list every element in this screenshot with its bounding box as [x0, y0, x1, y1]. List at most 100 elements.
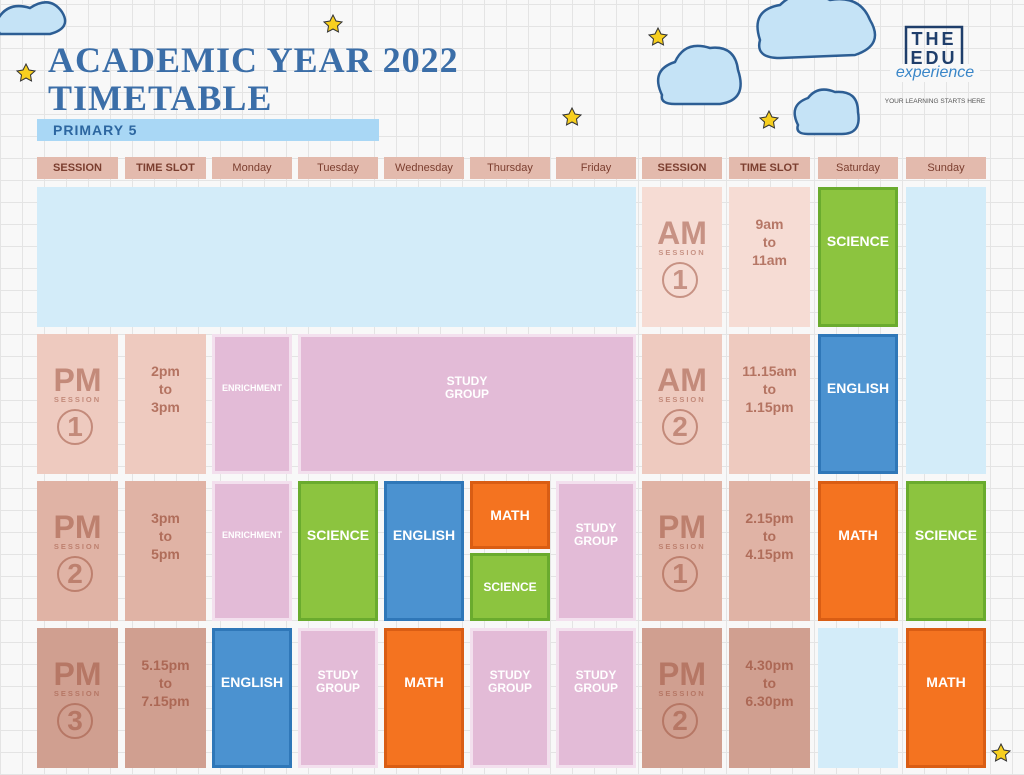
session-label: PM [53, 656, 102, 692]
session-number: 3 [57, 703, 93, 739]
class-cell: STUDY GROUP [298, 334, 636, 474]
class-name: STUDY GROUP [315, 667, 360, 695]
header-text: Sunday [927, 162, 965, 174]
column-header: TIME SLOT [729, 157, 810, 179]
session-word: SESSION [53, 689, 102, 698]
session-label: PM [658, 656, 706, 692]
header-text: Thursday [487, 162, 533, 174]
session-cell: PM SESSION 2 [37, 481, 118, 621]
session-cell: PM SESSION 2 [642, 628, 722, 768]
time-cell: 9am to 11am [729, 187, 810, 327]
session-word: SESSION [53, 542, 102, 551]
class-name: ENGLISH [826, 379, 890, 396]
session-word: SESSION [658, 689, 706, 698]
header-text: Monday [232, 162, 272, 174]
session-number: 2 [662, 409, 698, 445]
column-header: TIME SLOT [125, 157, 206, 179]
time-text: 3pm [151, 399, 180, 415]
class-cell: ENRICHMENT [212, 481, 292, 621]
class-cell: MATH [470, 481, 550, 549]
header-text: TIME SLOT [136, 162, 195, 174]
class-name: SCIENCE [306, 526, 370, 543]
time-text: 7.15pm [141, 693, 190, 709]
session-number: 1 [57, 409, 93, 445]
time-text: 5pm [151, 546, 180, 562]
session-cell: AM SESSION 2 [642, 334, 722, 474]
time-cell: 11.15am to 1.15pm [729, 334, 810, 474]
header-text: SESSION [657, 162, 707, 174]
header-text: Wednesday [395, 162, 453, 174]
time-text: 11am [751, 252, 788, 268]
time-text: 4.30pm [745, 657, 794, 673]
time-text: to [158, 528, 173, 544]
class-name: STUDY GROUP [444, 373, 489, 401]
header-text: Tuesday [317, 162, 359, 174]
session-label: AM [657, 215, 707, 251]
time-text: to [762, 528, 777, 544]
logo-text: THE [911, 29, 957, 49]
class-name: MATH [926, 673, 966, 690]
class-name: STUDY GROUP [573, 520, 618, 548]
time-text: to [158, 381, 173, 397]
logo-text: EDU [910, 48, 958, 68]
empty-block [37, 187, 636, 327]
class-cell: MATH [906, 628, 986, 768]
time-cell: 2pm to 3pm [125, 334, 206, 474]
class-name: STUDY GROUP [487, 667, 532, 695]
time-cell: 5.15pm to 7.15pm [125, 628, 206, 768]
time-text: 2.15pm [745, 510, 794, 526]
class-name: ENGLISH [220, 673, 284, 690]
class-cell: SCIENCE [818, 187, 898, 327]
class-cell: MATH [384, 628, 464, 768]
empty-block [818, 628, 898, 768]
time-text: to [762, 675, 777, 691]
column-header: Sunday [906, 157, 986, 179]
session-label: AM [657, 362, 707, 398]
session-number: 1 [662, 556, 698, 592]
class-cell: SCIENCE [298, 481, 378, 621]
title-line: TIMETABLE [48, 78, 273, 118]
column-header: Tuesday [298, 157, 378, 179]
header-text: Saturday [835, 162, 881, 174]
time-text: to [762, 234, 777, 250]
session-label: PM [658, 509, 706, 545]
class-name: SCIENCE [483, 580, 537, 594]
class-cell: ENRICHMENT [212, 334, 292, 474]
session-number: 2 [662, 703, 698, 739]
session-label: PM [53, 362, 102, 398]
header-text: Friday [580, 162, 612, 174]
session-cell: AM SESSION 1 [642, 187, 722, 327]
class-name: ENRICHMENT [222, 382, 282, 393]
class-name: STUDY GROUP [573, 667, 618, 695]
session-number: 2 [57, 556, 93, 592]
class-cell: MATH [818, 481, 898, 621]
column-header: Monday [212, 157, 292, 179]
column-header: Wednesday [384, 157, 464, 179]
class-cell: ENGLISH [818, 334, 898, 474]
column-header: SESSION [642, 157, 722, 179]
time-cell: 4.30pm to 6.30pm [729, 628, 810, 768]
session-number: 1 [662, 262, 698, 298]
session-word: SESSION [658, 395, 706, 404]
class-cell: SCIENCE [906, 481, 986, 621]
subtitle: PRIMARY 5 [37, 119, 379, 141]
class-cell: STUDY GROUP [556, 481, 636, 621]
logo-tagline: YOUR LEARNING STARTS HERE [884, 98, 986, 105]
session-cell: PM SESSION 1 [37, 334, 118, 474]
session-cell: PM SESSION 3 [37, 628, 118, 768]
class-name: SCIENCE [826, 232, 890, 249]
header-text: TIME SLOT [740, 162, 799, 174]
time-text: 5.15pm [141, 657, 190, 673]
time-text: 3pm [151, 510, 180, 526]
session-label: PM [53, 509, 102, 545]
time-cell: 2.15pm to 4.15pm [729, 481, 810, 621]
class-name: MATH [490, 507, 530, 523]
time-text: 11.15am [742, 363, 797, 379]
time-text: to [762, 381, 777, 397]
time-text: 2pm [151, 363, 180, 379]
class-name: ENRICHMENT [222, 529, 282, 540]
header-text: SESSION [53, 162, 102, 174]
time-cell: 3pm to 5pm [125, 481, 206, 621]
